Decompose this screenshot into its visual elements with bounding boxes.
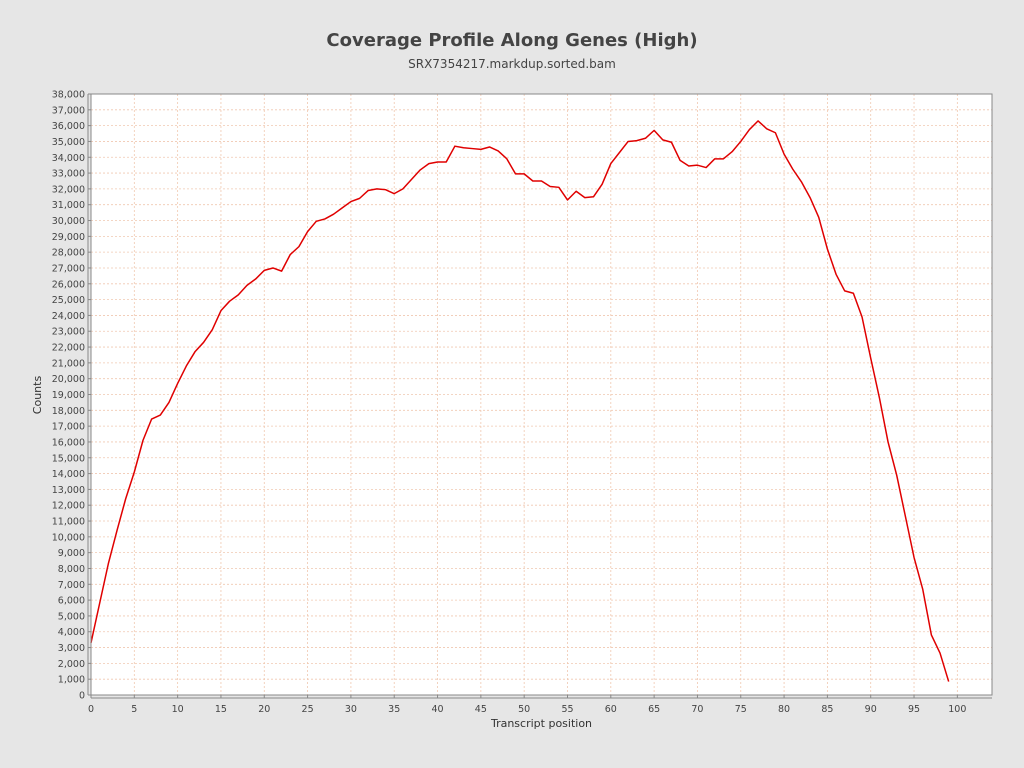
x-tick-label: 5 bbox=[131, 704, 137, 715]
y-tick-label: 13,000 bbox=[52, 485, 85, 496]
plot-border bbox=[90, 93, 993, 696]
x-tick-label: 55 bbox=[561, 704, 573, 715]
x-tick-label: 45 bbox=[475, 704, 487, 715]
y-tick-label: 30,000 bbox=[52, 216, 85, 227]
x-tick-label: 50 bbox=[518, 704, 530, 715]
chart-title: Coverage Profile Along Genes (High) bbox=[326, 30, 698, 51]
y-tick-label: 18,000 bbox=[52, 406, 85, 417]
y-tick-label: 9,000 bbox=[58, 548, 85, 559]
y-tick-label: 23,000 bbox=[52, 327, 85, 338]
x-tick-label: 0 bbox=[88, 704, 94, 715]
chart-subtitle: SRX7354217.markdup.sorted.bam bbox=[408, 57, 616, 71]
y-tick-label: 17,000 bbox=[52, 422, 85, 433]
x-tick-label: 15 bbox=[215, 704, 227, 715]
y-tick-label: 31,000 bbox=[52, 200, 85, 211]
x-tick-label: 70 bbox=[691, 704, 703, 715]
x-tick-label: 30 bbox=[345, 704, 357, 715]
y-tick-label: 12,000 bbox=[52, 501, 85, 512]
y-tick-label: 0 bbox=[79, 691, 85, 702]
y-tick-label: 33,000 bbox=[52, 169, 85, 180]
y-tick-label: 21,000 bbox=[52, 358, 85, 369]
x-tick-label: 40 bbox=[431, 704, 443, 715]
y-tick-label: 28,000 bbox=[52, 248, 85, 259]
y-tick-label: 10,000 bbox=[52, 532, 85, 543]
x-tick-label: 95 bbox=[908, 704, 920, 715]
y-tick-label: 37,000 bbox=[52, 105, 85, 116]
y-tick-label: 25,000 bbox=[52, 295, 85, 306]
y-tick-label: 11,000 bbox=[52, 517, 85, 528]
y-tick-label: 2,000 bbox=[58, 659, 85, 670]
x-axis: 0 5 10 15 20 25 30 35 40 45 50 55 60 65 70 75 80 85 90 95 10… bbox=[88, 695, 992, 715]
y-tick-label: 32,000 bbox=[52, 184, 85, 195]
y-axis-label: Counts bbox=[31, 376, 44, 415]
y-tick-label: 4,000 bbox=[58, 627, 85, 638]
x-tick-label: 10 bbox=[172, 704, 184, 715]
y-tick-label: 29,000 bbox=[52, 232, 85, 243]
y-tick-label: 15,000 bbox=[52, 453, 85, 464]
y-tick-label: 36,000 bbox=[52, 121, 85, 132]
y-tick-label: 35,000 bbox=[52, 137, 85, 148]
y-tick-label: 34,000 bbox=[52, 153, 85, 164]
y-tick-label: 22,000 bbox=[52, 343, 85, 354]
y-tick-label: 26,000 bbox=[52, 279, 85, 290]
y-tick-label: 38,000 bbox=[52, 90, 85, 101]
series-layer bbox=[90, 120, 950, 682]
y-tick-label: 19,000 bbox=[52, 390, 85, 401]
x-tick-label: 85 bbox=[821, 704, 833, 715]
y-tick-label: 6,000 bbox=[58, 596, 85, 607]
y-tick-label: 27,000 bbox=[52, 263, 85, 274]
x-tick-label: 20 bbox=[258, 704, 270, 715]
x-tick-label: 75 bbox=[735, 704, 747, 715]
y-tick-label: 1,000 bbox=[58, 675, 85, 686]
y-tick-label: 7,000 bbox=[58, 580, 85, 591]
plot-area bbox=[91, 94, 992, 695]
y-tick-label: 24,000 bbox=[52, 311, 85, 322]
x-tick-label: 35 bbox=[388, 704, 400, 715]
coverage-series-line bbox=[90, 120, 950, 682]
y-tick-label: 8,000 bbox=[58, 564, 85, 575]
y-tick-label: 5,000 bbox=[58, 611, 85, 622]
x-tick-label: 25 bbox=[302, 704, 314, 715]
x-tick-label: 100 bbox=[948, 704, 966, 715]
y-axis: 0 1,000 2,000 3,000 4,000 5,000 6,000 7,000 8,00… bbox=[52, 90, 91, 702]
y-tick-label: 20,000 bbox=[52, 374, 85, 385]
x-tick-label: 60 bbox=[605, 704, 617, 715]
y-tick-label: 3,000 bbox=[58, 643, 85, 654]
x-tick-label: 90 bbox=[865, 704, 877, 715]
x-axis-label: Transcript position bbox=[490, 717, 592, 730]
y-tick-label: 16,000 bbox=[52, 437, 85, 448]
x-tick-label: 65 bbox=[648, 704, 660, 715]
y-tick-label: 14,000 bbox=[52, 469, 85, 480]
x-tick-label: 80 bbox=[778, 704, 790, 715]
